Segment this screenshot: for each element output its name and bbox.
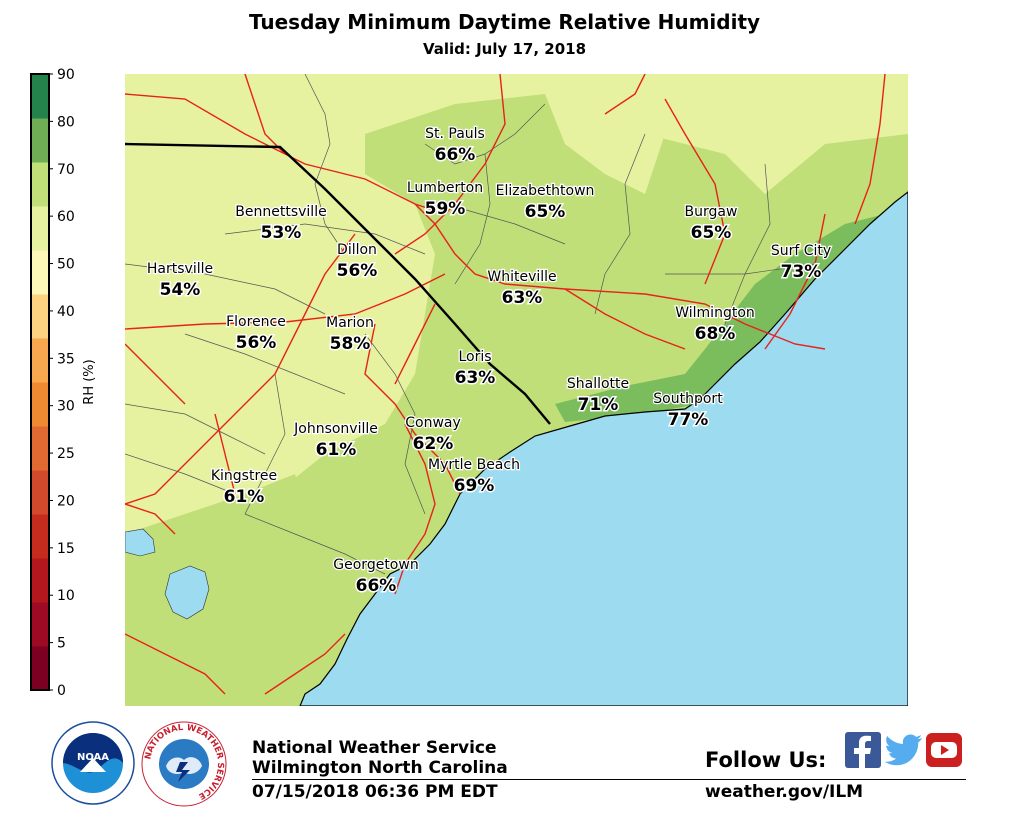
colorbar-segment [31,602,49,647]
colorbar-tick-label: 5 [57,636,66,652]
rh-70-80-region [555,204,908,422]
city-rh-value: 59% [425,199,466,219]
city-rh-value: 61% [224,487,265,507]
colorbar-tick-label: 80 [57,114,75,130]
colorbar-tick-label: 60 [57,209,75,225]
city-rh-value: 65% [525,202,566,222]
colorbar-tick-label: 10 [57,588,75,604]
city-name: Marion [326,315,374,331]
roads [125,74,886,695]
colorbar-axis-label: RH (%) [82,359,97,404]
city-name: Southport [653,391,723,407]
colorbar-segment [31,382,49,427]
colorbar-segment [31,426,49,471]
lake-moultrie [125,528,156,557]
city-rh-value: 62% [413,434,454,454]
twitter-icon[interactable] [884,732,924,768]
city-rh-value: 61% [316,440,357,460]
state-line [125,142,551,425]
colorbar-tick-label: 90 [57,67,75,83]
colorbar-tick-label: 50 [57,257,75,273]
colorbar-tick-label: 30 [57,399,75,415]
footer-divider [252,779,966,780]
colorbar-tick-label: 15 [57,541,75,557]
city-rh-value: 54% [160,280,201,300]
colorbar-tick-label: 40 [57,304,75,320]
colorbar-segment [31,470,49,515]
colorbar-segment [31,558,49,603]
noaa-logo-icon: NOAA [51,721,135,805]
rh-colorbar: 0 5 10 15 20 25 30 35 40 50 60 70 80 90 RH (%) [30,67,97,699]
issue-timestamp: 07/15/2018 06:36 PM EDT [252,782,498,802]
colorbar-tick-label: 25 [57,446,75,462]
org-name: National Weather Service [252,738,497,758]
colorbar-segment [31,646,49,691]
city-labels: St. Pauls 66% Lumberton 59% Elizabethtown 65%… [146,125,833,598]
lake-marion [164,565,210,620]
colorbar-segment [31,250,49,295]
city-rh-value: 53% [261,223,302,243]
city-rh-value: 56% [337,261,378,281]
colorbar-tick-label: 35 [57,351,75,367]
city-name: Kingstree [211,468,277,484]
website-link[interactable]: weather.gov/ILM [705,782,864,802]
city-rh-value: 56% [236,333,277,353]
ocean [299,191,908,706]
colorbar-segment [31,74,49,119]
colorbar-segment [31,338,49,383]
city-name: Lumberton [407,180,483,196]
county-lines [125,74,816,575]
city-name: Hartsville [147,261,213,277]
city-rh-value: 58% [330,334,371,354]
city-name: Georgetown [333,557,418,573]
city-name: Florence [226,314,286,330]
city-name: Johnsonville [293,421,378,437]
colorbar-segment [31,294,49,339]
colorbar-tick-label: 0 [57,683,66,699]
city-rh-value: 68% [695,324,736,344]
svg-text:NOAA: NOAA [77,752,109,763]
city-rh-value: 63% [455,368,496,388]
colorbar-segment [31,206,49,251]
colorbar-segment [31,118,49,163]
city-name: Dillon [337,242,377,258]
city-name: Surf City [771,243,831,259]
city-name: Myrtle Beach [428,457,520,473]
colorbar-segment [31,162,49,207]
colorbar-tick-label: 20 [57,493,75,509]
city-name: St. Pauls [425,126,485,142]
rh-50-60-upper-ne [545,74,685,194]
city-rh-value: 65% [691,223,732,243]
city-rh-value: 77% [668,410,709,430]
follow-us-label: Follow Us: [705,748,827,772]
city-rh-value: 73% [781,262,822,282]
rh-60-70-region [125,94,908,706]
city-rh-value: 66% [356,576,397,596]
rh-map: St. Pauls 66% Lumberton 59% Elizabethtown 65%… [125,74,908,706]
nws-logo-icon: NATIONAL WEATHER SERVICE [141,721,227,807]
city-name: Loris [458,349,491,365]
city-name: Burgaw [685,204,738,220]
colorbar-tick-label: 70 [57,162,75,178]
city-name: Wilmington [675,305,755,321]
map-title: Tuesday Minimum Daytime Relative Humidit… [248,10,761,34]
facebook-icon[interactable] [845,732,881,768]
valid-date: Valid: July 17, 2018 [422,40,587,58]
city-name: Elizabethtown [496,183,595,199]
city-rh-value: 71% [578,395,619,415]
city-name: Conway [405,415,461,431]
city-rh-value: 66% [435,145,476,165]
city-rh-value: 63% [502,288,543,308]
rh-60-70-south [125,474,305,654]
colorbar-segment [31,514,49,559]
city-name: Shallotte [567,376,629,392]
office-name: Wilmington North Carolina [252,758,508,778]
city-rh-value: 69% [454,476,495,496]
city-name: Whiteville [487,269,556,285]
youtube-icon[interactable] [925,732,963,768]
city-name: Bennettsville [235,204,326,220]
